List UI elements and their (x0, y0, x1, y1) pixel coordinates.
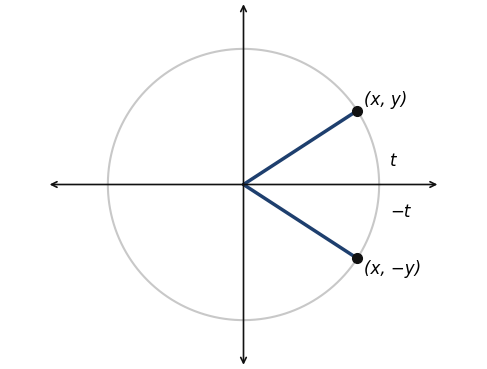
Text: t: t (390, 152, 396, 170)
Text: (x, −y): (x, −y) (364, 260, 421, 278)
Text: (x, y): (x, y) (364, 91, 407, 109)
Text: −t: −t (390, 203, 411, 221)
